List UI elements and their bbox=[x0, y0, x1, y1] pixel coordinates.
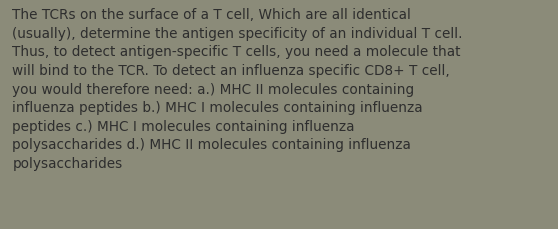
Text: The TCRs on the surface of a T cell, Which are all identical
(usually), determin: The TCRs on the surface of a T cell, Whi… bbox=[12, 8, 463, 170]
